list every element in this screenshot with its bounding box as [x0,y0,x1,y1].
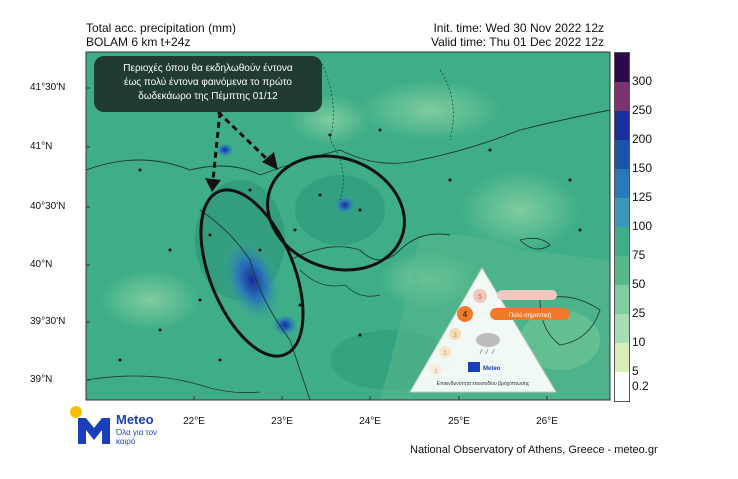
lat-label: 39°30'N [30,316,66,327]
level-5-text: 5 [478,294,482,301]
time-info: Init. time: Wed 30 Nov 2022 12z Valid ti… [431,21,604,49]
colorbar-segment [615,227,629,256]
triangle-logo-icon [468,362,480,372]
colorbar-label: 200 [632,132,653,146]
m-logo-icon [78,418,110,444]
lat-label: 40°N [30,259,53,270]
lat-label: 40°30'N [30,201,66,212]
colorbar-segment [615,343,629,372]
colorbar-segment [615,314,629,343]
colorbar-segment [615,82,629,111]
level-current: 4 [463,310,468,319]
colorbar [614,52,630,402]
map-frame [85,51,611,401]
colorbar-label: 250 [632,103,653,117]
init-time: Init. time: Wed 30 Nov 2022 12z [433,21,604,35]
callout-line-2: έως πολύ έντονα φαινόμενα το πρώτο [124,77,292,88]
colorbar-label: 125 [632,190,653,204]
lat-label: 41°N [30,141,53,152]
triangle-logo-word: Meteo [483,366,501,372]
level-label: Πολύ σημαντική [509,312,551,319]
warning-triangle: 5 4 Πολύ σημαντική 3 2 1 Meteo Επικινδυν… [409,267,570,393]
colorbar-segment [615,285,629,314]
logo-word: Meteo [116,412,154,427]
colorbar-label: 0.2 [632,378,649,393]
annotation-callout: Περιοχές όπου θα εκδηλωθούν έντονα έως π… [94,56,322,112]
callout-line-3: δωδεκάωρο της Πέμπτης 01/12 [138,91,278,102]
meteo-logo [70,406,110,444]
colorbar-label: 300 [632,74,653,88]
lon-label: 26°E [536,416,558,427]
lat-label: 39°N [30,374,53,385]
colorbar-label: 75 [632,248,646,262]
logo-tagline: Όλα για τον καιρό [116,428,158,446]
colorbar-label: 25 [632,306,646,320]
triangle-caption: Επικινδυνότητα επεισοδίου βροχόπτωσης [437,380,530,387]
colorbar-segment [615,372,629,401]
colorbar-segment [615,53,629,82]
lon-label: 25°E [448,416,470,427]
colorbar-segment [615,198,629,227]
colorbar-label: 100 [632,219,653,233]
level-1-text: 1 [434,369,438,375]
rain-icon [479,348,495,355]
level-badge [490,308,570,320]
lat-label: 41°30'N [30,82,66,93]
colorbar-label: 5 [632,364,639,378]
lon-label: 23°E [271,416,293,427]
city-markers [118,128,582,362]
colorbar-segment [615,140,629,169]
colorbar-segment [615,169,629,198]
title-line-2: BOLAM 6 km t+24z [86,35,191,49]
valid-time: Valid time: Thu 01 Dec 2022 12z [431,35,604,49]
arrow-east [216,110,270,162]
lon-label: 24°E [359,416,381,427]
map-title: Total acc. precipitation (mm) BOLAM 6 km… [86,21,236,49]
colorbar-label: 50 [632,277,646,291]
title-line-1: Total acc. precipitation (mm) [86,21,237,35]
sun-icon [70,406,82,418]
colorbar-label: 10 [632,335,646,349]
lon-label: 22°E [183,416,205,427]
level-2-text: 2 [443,351,447,357]
callout-line-1: Περιοχές όπου θα εκδηλωθούν έντονα [123,63,293,74]
cloud-icon [476,333,500,347]
arrow-west [211,111,222,181]
colorbar-segment [615,256,629,285]
highlight-ellipse-east [266,154,406,272]
colorbar-segment [615,111,629,140]
level-3-text: 3 [453,333,457,339]
footer-credit: National Observatory of Athens, Greece -… [410,444,658,456]
highlight-ellipse-west [199,188,305,358]
colorbar-label: 150 [632,161,653,175]
